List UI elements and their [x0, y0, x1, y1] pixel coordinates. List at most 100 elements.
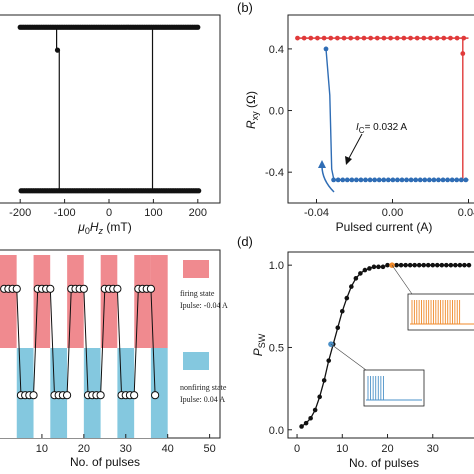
- panel-b-blue-point: [390, 177, 396, 183]
- panel-d-point: [367, 266, 372, 271]
- panel-d-plot: [299, 262, 472, 429]
- panel-d-point: [453, 262, 458, 268]
- panel-c-point: [12, 284, 21, 293]
- panel-c-x-tick-label: 10: [36, 443, 48, 455]
- panel-b-red-point: [295, 35, 300, 41]
- panel-b-red-point: [368, 35, 374, 41]
- panel-b-blue-point: [344, 177, 350, 183]
- panel-d-point: [358, 271, 363, 276]
- panel-d-point: [380, 264, 386, 270]
- panel-c-firing-band: [150, 255, 168, 348]
- panel-c-firing-band: [67, 255, 84, 348]
- panel-c-legend: firing state Ipulse: -0.04 A nonfiring s…: [180, 260, 228, 404]
- panel-b-red-point: [388, 35, 393, 41]
- panel-c-nonfiring-gap: [50, 255, 68, 348]
- panel-b-red-point: [315, 35, 320, 41]
- panel-b-blue-point: [413, 177, 419, 183]
- panel-b-label: (b): [237, 0, 253, 15]
- panel-d-point: [317, 394, 322, 400]
- panel-b-red-point: [421, 35, 427, 41]
- panel-d-x-tick-label: 30: [427, 443, 439, 455]
- panel-b-y-axis-title: Rxy (Ω): [244, 91, 260, 129]
- panel-b-ic-arrowhead: [345, 156, 352, 165]
- panel-b-blue-point: [372, 177, 378, 183]
- panel-b-x-tick-label: 0.00: [382, 207, 403, 219]
- panel-c-plot: [0, 284, 160, 400]
- panel-d-point: [362, 267, 368, 273]
- panel-b-red-point: [301, 35, 307, 41]
- panel-b-blue-point: [422, 177, 428, 183]
- panel-d-point: [416, 262, 422, 268]
- panel-d-point: [403, 262, 408, 268]
- panel-c-firing-band: [100, 255, 118, 348]
- panel-b-x-tick-label: 0.04: [458, 207, 474, 219]
- panel-d-point: [462, 262, 467, 268]
- panel-d-label: (d): [237, 234, 253, 249]
- panel-d-point: [339, 308, 345, 314]
- panel-d-point: [303, 420, 309, 426]
- panel-d-y-axis-title: PSW: [251, 333, 267, 356]
- panel-d-point: [430, 262, 436, 268]
- panel-b-red-point: [308, 35, 314, 41]
- panel-a-plot: [17, 24, 202, 194]
- panel-b-blue-point: [395, 177, 400, 183]
- panel-b-red-point: [461, 35, 467, 41]
- panel-a-frame: [0, 14, 221, 204]
- panel-c-nonfiring-gap: [16, 255, 34, 348]
- panel-d-point: [349, 284, 354, 289]
- panel-b-blue-point: [431, 177, 437, 183]
- panel-b-blue-point: [445, 177, 450, 183]
- panel-c-point: [130, 391, 139, 400]
- panel-b-blue-point: [335, 177, 341, 183]
- panel-b-red-point: [361, 35, 367, 41]
- panel-d-x-tick-label: 20: [381, 443, 393, 455]
- panel-b-blue-point: [363, 177, 368, 183]
- panel-b-y-ticks: 0.4 0.0 -0.4: [265, 44, 292, 179]
- panel-b-red-point: [328, 35, 334, 41]
- legend-firing-sub: Ipulse: -0.04 A: [180, 301, 228, 310]
- panel-d-x-axis-title: No. of pulses: [349, 456, 419, 470]
- panel-c-point: [79, 284, 88, 293]
- panel-d-insets: [330, 264, 474, 407]
- panel-d-point: [398, 262, 404, 268]
- panel-a-upper-point: [195, 24, 201, 30]
- panel-d: (d) 0 10 20 30 0.0 0.5 1.0 PSW No. of pulses: [237, 234, 474, 470]
- panel-b-blue-point: [358, 177, 364, 183]
- panel-d-inset-0-connector: [391, 264, 413, 295]
- panel-a-x-tick-label: 200: [189, 207, 207, 219]
- panel-b-red-point: [354, 35, 360, 41]
- panel-d-frame: [287, 251, 474, 439]
- panel-b-x-axis-title: Pulsed current (A): [336, 220, 433, 234]
- panel-d-point: [394, 262, 399, 268]
- panel-b: (b) -0.04 0.00 0.04 0.4 0.0 -0.4 Rxy (Ω) Pul…: [237, 0, 474, 234]
- panel-c-firing-gap: [33, 348, 51, 438]
- panel-d-x-tick-label: 0: [294, 443, 300, 455]
- panel-a-x-axis-title: μ0Hz (mT): [77, 220, 131, 236]
- panel-b-sweep-arrowhead: [318, 160, 326, 168]
- panel-b-blue-point: [349, 177, 355, 183]
- panel-c: 10 20 30 40 50 firing state Ipulse: -0.04 A …: [0, 249, 228, 469]
- panel-d-point: [385, 262, 390, 268]
- panel-a-x-tick-label: -200: [9, 207, 31, 219]
- panel-b-blue-point: [385, 177, 391, 183]
- legend-firing-label: firing state: [180, 289, 215, 298]
- panel-a-x-tick-label: 0: [106, 207, 112, 219]
- panel-b-blue-point: [426, 177, 432, 183]
- panel-d-point: [439, 262, 445, 268]
- panel-b-blue-point: [404, 177, 409, 183]
- panel-b-red-point: [341, 35, 347, 41]
- panel-b-red-point: [434, 35, 440, 41]
- panel-c-point: [96, 391, 105, 400]
- panel-b-red-point: [394, 35, 400, 41]
- panel-b-blue-start-point: [323, 46, 329, 52]
- panel-b-sweep-arrow: [321, 165, 335, 193]
- panel-b-blue-point: [436, 177, 441, 183]
- panel-b-ic-arrow: [347, 133, 363, 161]
- panel-b-ic-annotation: IC= 0.032 A: [356, 122, 407, 135]
- panel-b-blue-point: [381, 177, 387, 183]
- panel-d-point: [448, 262, 454, 268]
- panel-b-blue-point: [399, 177, 405, 183]
- panel-c-x-tick-label: 30: [120, 443, 132, 455]
- panel-c-point: [151, 391, 160, 400]
- legend-nonfiring-label: nonfiring state: [180, 383, 227, 392]
